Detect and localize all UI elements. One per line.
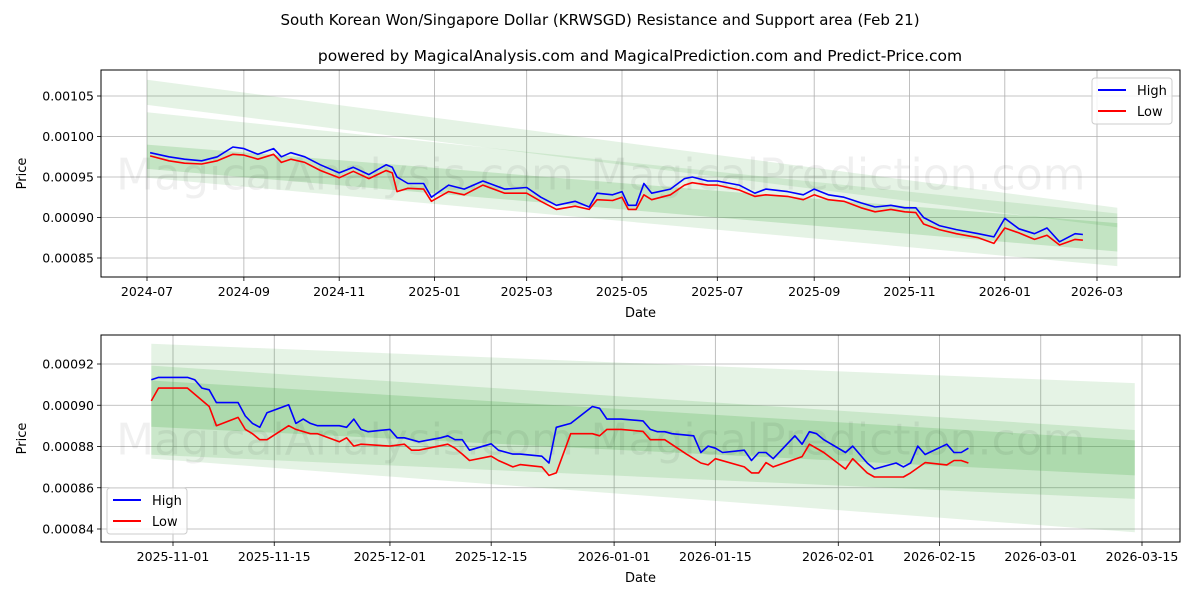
series-line-low xyxy=(150,387,969,478)
series-line-high xyxy=(151,376,969,470)
support-resistance-band xyxy=(151,380,1135,476)
x-axis-label: Date xyxy=(625,306,656,321)
figure-title: South Korean Won/Singapore Dollar (KRWSG… xyxy=(280,11,919,29)
legend-label-low: Low xyxy=(152,515,178,530)
plot-area: MagicalAnalysis.com MagicalPrediction.com xyxy=(116,343,1135,533)
x-tick-label: 2026-03-15 xyxy=(1106,549,1179,564)
bottom-chart: 2025-11-01 2025-11-15 2025-12-01 2025-12-15… xyxy=(15,334,1181,586)
x-tick-label: 2024-07 xyxy=(121,284,173,299)
x-tick-label: 2025-01 xyxy=(408,284,460,299)
watermark: MagicalPrediction.com xyxy=(591,415,1086,466)
series-line-high xyxy=(149,146,1083,243)
y-axis-label: Price xyxy=(15,423,30,455)
x-tick-label: 2026-03-01 xyxy=(1004,549,1077,564)
legend: High Low xyxy=(106,487,188,535)
x-tick-label: 2025-11-01 xyxy=(137,549,210,564)
x-tick-label: 2025-11-15 xyxy=(238,549,311,564)
axes-frame xyxy=(100,334,1181,543)
watermark: MagicalPrediction.com xyxy=(591,150,1086,201)
x-tick-label: 2026-02-01 xyxy=(802,549,875,564)
x-axis-label: Date xyxy=(625,571,656,586)
x-tick-label: 2026-01-01 xyxy=(578,549,651,564)
x-tick-label: 2025-05 xyxy=(596,284,648,299)
x-tick-label: 2026-01 xyxy=(979,284,1031,299)
series-line-low xyxy=(149,153,1083,246)
support-resistance-band xyxy=(147,79,1118,228)
support-resistance-band xyxy=(147,112,1118,267)
plot-area: MagicalAnalysis.com MagicalPrediction.com xyxy=(116,79,1118,267)
x-tick-label: 2025-07 xyxy=(691,284,743,299)
y-tick-label: 0.00085 xyxy=(42,251,94,266)
y-tick-label: 0.00100 xyxy=(42,129,94,144)
legend-label-low: Low xyxy=(1137,105,1163,120)
y-tick-label: 0.00090 xyxy=(42,210,94,225)
x-tick-label: 2025-09 xyxy=(788,284,840,299)
y-axis-label: Price xyxy=(15,158,30,190)
axes-frame xyxy=(100,69,1181,278)
x-tick-label: 2025-11 xyxy=(883,284,935,299)
figure-subtitle: powered by MagicalAnalysis.com and Magic… xyxy=(318,47,962,65)
y-tick-label: 0.00092 xyxy=(42,357,94,372)
x-tick-label: 2024-09 xyxy=(218,284,270,299)
y-tick-label: 0.00088 xyxy=(42,439,94,454)
legend-label-high: High xyxy=(1137,84,1167,99)
support-resistance-band xyxy=(151,343,1135,533)
x-tick-label: 2025-12-15 xyxy=(455,549,528,564)
x-tick-label: 2025-12-01 xyxy=(354,549,427,564)
x-tick-label: 2026-03 xyxy=(1071,284,1123,299)
x-tick-label: 2026-02-15 xyxy=(903,549,976,564)
y-tick-label: 0.00105 xyxy=(42,89,94,104)
x-tick-label: 2025-03 xyxy=(501,284,553,299)
x-tick-label: 2024-11 xyxy=(313,284,365,299)
y-tick-label: 0.00086 xyxy=(42,480,94,495)
y-tick-label: 0.00090 xyxy=(42,398,94,413)
legend-label-high: High xyxy=(152,494,182,509)
x-tick-label: 2026-01-15 xyxy=(679,549,752,564)
legend: High Low xyxy=(1091,77,1173,125)
watermark: MagicalAnalysis.com xyxy=(116,415,574,466)
y-tick-label: 0.00084 xyxy=(42,522,94,537)
top-chart: 2024-07 2024-09 2024-11 2025-01 2025-03 2025-… xyxy=(15,69,1181,321)
y-tick-label: 0.00095 xyxy=(42,170,94,185)
